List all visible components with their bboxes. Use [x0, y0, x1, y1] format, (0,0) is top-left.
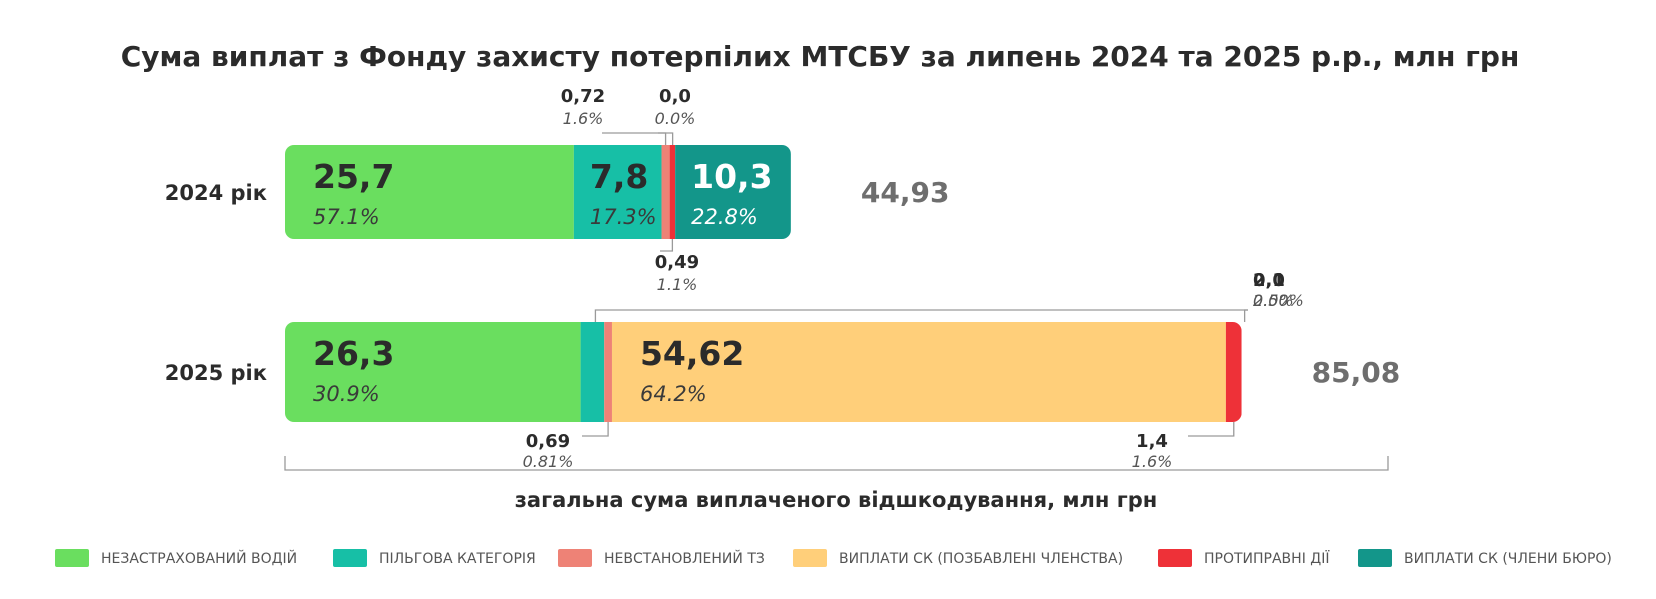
leader-line: [660, 239, 674, 252]
bar-segment: [611, 322, 1226, 422]
bar-row: [285, 145, 791, 239]
value-label: 0,0: [1253, 270, 1285, 291]
percent-label: 1.1%: [657, 275, 698, 294]
percent-label: 57.1%: [313, 205, 380, 229]
series-label: 2024 рік: [165, 181, 267, 205]
total-label: 44,93: [861, 176, 950, 209]
percent-label: 0.81%: [523, 452, 574, 471]
bars-group: [285, 145, 1242, 422]
legend-label: ВИПЛАТИ СК (ПОЗБАВЛЕНІ ЧЛЕНСТВА): [839, 551, 1123, 567]
bar-segment: [580, 322, 605, 422]
legend: НЕЗАСТРАХОВАНИЙ ВОДІЙ ПІЛЬГОВА КАТЕГОРІЯ Н…: [55, 549, 1612, 567]
percent-label: 0.00%: [1253, 291, 1304, 310]
bar-segment: [669, 145, 676, 239]
legend-label: НЕЗАСТРАХОВАНИЙ ВОДІЙ: [101, 549, 297, 567]
legend-item: ВИПЛАТИ СК (ПОЗБАВЛЕНІ ЧЛЕНСТВА): [793, 549, 1123, 567]
percent-label: 64.2%: [640, 382, 707, 406]
percent-label: 0.0%: [655, 109, 696, 128]
value-label: 2,1: [1253, 270, 1285, 291]
value-label: 54,62: [640, 334, 744, 373]
percent-label: 1.6%: [563, 109, 604, 128]
value-label: 7,8: [590, 157, 648, 196]
chart-title: Сума виплат з Фонду захисту потерпілих М…: [121, 40, 1520, 73]
value-label: 0,72: [561, 86, 605, 107]
leader-line: [1243, 309, 1248, 322]
bar-segment: [675, 145, 791, 239]
labels-group: 2024 рік 25,7 57.1% 7,8 17.3% 10,3 22.8% 0,72 1.…: [165, 86, 1400, 471]
leader-line: [658, 132, 674, 145]
value-label: 10,3: [691, 157, 772, 196]
value-label: 0,0: [659, 86, 691, 107]
bar-segment: [1225, 322, 1242, 422]
value-label: 0,49: [655, 252, 699, 273]
axis-bracket: [284, 456, 1389, 471]
leader-line: [594, 309, 1248, 322]
x-axis-label: загальна сума виплаченого відшкодування,…: [515, 488, 1158, 512]
value-label: 25,7: [313, 157, 394, 196]
legend-label: ВИПЛАТИ СК (ЧЛЕНИ БЮРО): [1404, 551, 1612, 567]
legend-swatch: [793, 549, 827, 567]
percent-label: 2.5%: [1253, 291, 1294, 310]
total-label: 85,08: [1312, 356, 1401, 389]
bar-row: [285, 322, 1242, 422]
bar-segment: [285, 322, 581, 422]
percent-label: 22.8%: [691, 205, 758, 229]
legend-item: НЕВСТАНОВЛЕНИЙ ТЗ: [558, 549, 765, 567]
legend-label: ПІЛЬГОВА КАТЕГОРІЯ: [379, 551, 536, 567]
leader-line: [582, 422, 609, 437]
legend-swatch: [558, 549, 592, 567]
legend-item: ВИПЛАТИ СК (ЧЛЕНИ БЮРО): [1358, 549, 1612, 567]
bar-segment: [604, 322, 612, 422]
value-label: 1,4: [1136, 431, 1168, 452]
legend-item: ПРОТИПРАВНІ ДІЇ: [1158, 549, 1330, 567]
percent-label: 17.3%: [590, 205, 657, 229]
value-label: 0,69: [526, 431, 570, 452]
series-label: 2025 рік: [165, 361, 267, 385]
legend-swatch: [333, 549, 367, 567]
legend-swatch: [1158, 549, 1192, 567]
legend-item: ПІЛЬГОВА КАТЕГОРІЯ: [333, 549, 536, 567]
bar-segment: [285, 145, 574, 239]
percent-label: 30.9%: [313, 382, 380, 406]
value-label: 26,3: [313, 334, 394, 373]
leader-line: [602, 132, 667, 145]
percent-label: 1.6%: [1132, 452, 1173, 471]
bar-segment: [661, 145, 670, 239]
bar-segment: [573, 145, 662, 239]
legend-swatch: [1358, 549, 1392, 567]
legend-label: НЕВСТАНОВЛЕНИЙ ТЗ: [604, 549, 765, 567]
legend-item: НЕЗАСТРАХОВАНИЙ ВОДІЙ: [55, 549, 297, 567]
legend-label: ПРОТИПРАВНІ ДІЇ: [1204, 549, 1330, 567]
leader-line: [1188, 422, 1235, 437]
legend-swatch: [55, 549, 89, 567]
